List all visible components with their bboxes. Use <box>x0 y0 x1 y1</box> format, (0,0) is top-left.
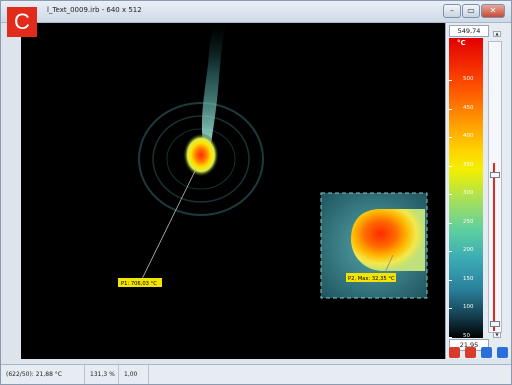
p1-leader-line <box>140 168 197 282</box>
title-bar[interactable]: l_Text_0009.irb - 640 x 512 – ▭ ✕ <box>1 1 511 23</box>
maximize-button[interactable]: ▭ <box>462 4 480 18</box>
scale-tick-label: 150 <box>463 275 474 282</box>
status-coords: (622/50): 21,88 °C <box>1 365 85 384</box>
scale-tick-mark <box>449 137 452 138</box>
scale-max-field[interactable]: 549,74 <box>449 25 489 37</box>
dish-core-ring <box>166 128 236 190</box>
window-title: l_Text_0009.irb - 640 x 512 <box>47 6 142 14</box>
flame-hotspot <box>183 133 219 177</box>
inset-dashed-frame[interactable] <box>320 192 428 299</box>
window-controls: – ▭ ✕ <box>443 4 505 18</box>
finger-hotspot <box>351 209 425 271</box>
close-button[interactable]: ✕ <box>481 4 505 18</box>
scale-tick-label: 400 <box>463 133 474 139</box>
scale-tick-mark <box>449 108 452 110</box>
p1-label: P1: 706,03 °C <box>121 281 157 287</box>
temperature-scale-panel: 549,74 °C 500 450 400 350 300 250 200 150 100 50 … <box>445 23 511 359</box>
p2-label-box[interactable] <box>346 273 396 282</box>
lower-range-handle[interactable] <box>490 321 500 328</box>
range-slider-fill <box>493 163 495 331</box>
scale-tick-mark <box>449 165 452 167</box>
scale-tick-mark <box>449 222 452 224</box>
scale-tick-mark <box>449 80 452 81</box>
figure-label-badge: C <box>7 7 37 37</box>
scale-tick-label: 450 <box>463 104 474 111</box>
p2-label: P2, Max: 32,35 °C <box>348 276 395 282</box>
scale-tick-mark <box>449 194 452 195</box>
dish-inner-ring <box>152 115 250 203</box>
scale-toolbar <box>449 347 508 358</box>
left-margin <box>1 23 21 359</box>
blue-tool-icon-2[interactable] <box>497 347 508 358</box>
scale-tick-label: 100 <box>463 304 474 310</box>
unit-label: °C <box>457 39 466 47</box>
status-zoom: 131,3 % <box>85 365 119 384</box>
scale-tick-mark <box>449 279 452 281</box>
scale-tick-label: 200 <box>463 247 474 253</box>
scale-tick-mark <box>449 336 452 338</box>
p1-label-box[interactable] <box>118 278 162 287</box>
status-bar: (622/50): 21,88 °C 131,3 % 1,00 <box>1 364 511 384</box>
scale-tick-label: 350 <box>463 161 474 168</box>
scale-tick-label: 300 <box>463 190 474 196</box>
thermal-image-view[interactable]: P1: 706,03 °C P2, Max: 32,35 °C <box>21 23 445 359</box>
scale-tick-label: 500 <box>463 76 474 82</box>
scale-tick-mark <box>449 251 452 252</box>
spin-up-icon[interactable]: ▲ <box>493 31 501 37</box>
blue-tool-icon[interactable] <box>481 347 492 358</box>
scale-tick-mark <box>449 308 452 309</box>
status-emissivity: 1,00 <box>119 365 149 384</box>
thermal-image: P1: 706,03 °C P2, Max: 32,35 °C <box>118 23 428 299</box>
scale-tick-label: 50 <box>463 332 470 339</box>
spin-down-icon[interactable]: ▼ <box>493 332 501 338</box>
red-tool-icon-2[interactable] <box>465 347 476 358</box>
bottom-margin <box>21 359 445 364</box>
range-slider-track[interactable] <box>488 41 502 333</box>
minimize-button[interactable]: – <box>443 4 461 18</box>
scale-tick-label: 250 <box>463 218 474 225</box>
color-scale-bar: °C 500 450 400 350 300 250 200 150 100 50 <box>449 38 483 339</box>
red-tool-icon[interactable] <box>449 347 460 358</box>
dish-outer-ring <box>138 102 264 216</box>
upper-range-handle[interactable] <box>490 172 500 179</box>
heat-plume <box>201 23 227 145</box>
